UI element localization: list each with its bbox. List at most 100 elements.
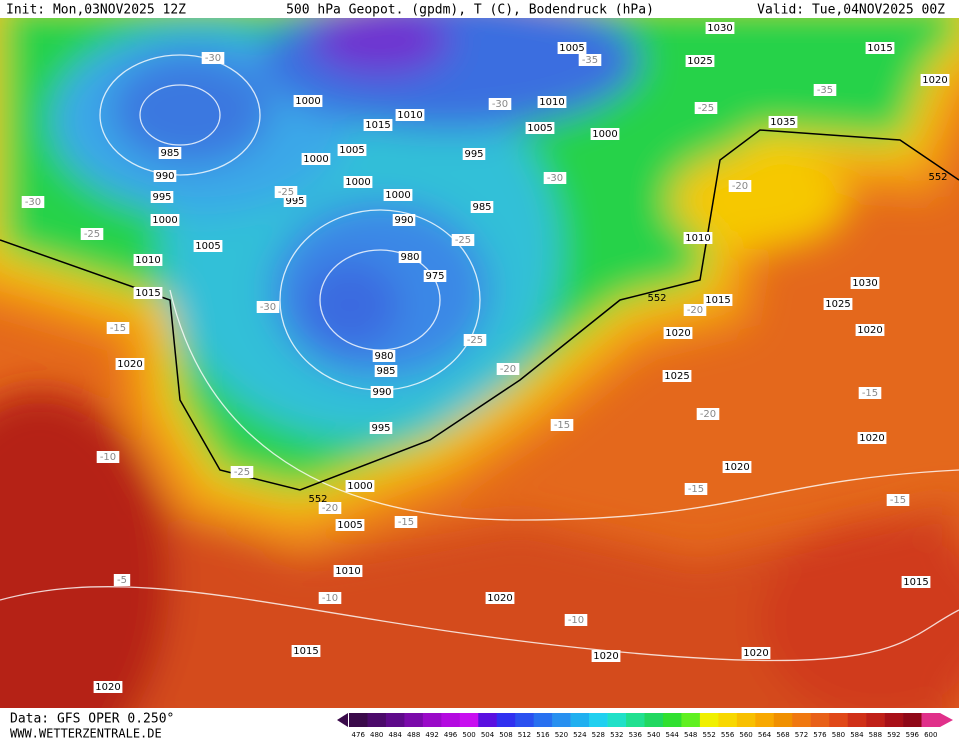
isobar-label: 1005 xyxy=(339,145,364,156)
isotherm-label: -20 xyxy=(322,503,338,514)
isobar-label: 975 xyxy=(425,271,444,282)
legend-swatch xyxy=(884,713,904,727)
isobar-label-box xyxy=(372,350,396,362)
isobar-label: 980 xyxy=(400,252,419,263)
isotherm-label: -20 xyxy=(700,409,716,420)
isobar-label: 1010 xyxy=(397,110,422,121)
isotherm-label-box xyxy=(694,102,718,114)
isobar-label-box xyxy=(93,681,123,693)
isobar-label-box xyxy=(662,370,692,382)
legend-swatch xyxy=(903,713,922,727)
isobar-label-box xyxy=(470,201,494,213)
isotherm-label: -15 xyxy=(688,484,704,495)
data-source: Data: GFS OPER 0.250° xyxy=(10,712,174,727)
legend-swatch xyxy=(829,713,848,727)
isobar-label-box xyxy=(485,592,515,604)
legend-label: 564 xyxy=(758,731,772,739)
isobar-label-box xyxy=(920,74,950,86)
legend-label: 576 xyxy=(813,731,827,739)
legend-label: 480 xyxy=(370,731,383,739)
isobar-label: 1020 xyxy=(857,325,882,336)
legend-swatch xyxy=(736,713,756,727)
isobar-label: 1020 xyxy=(117,359,142,370)
isobar-label-box xyxy=(703,294,733,306)
isobar-label: 1015 xyxy=(293,646,318,657)
isobar-label: 1010 xyxy=(135,255,160,266)
isobar-label-box xyxy=(855,324,885,336)
legend-label: 528 xyxy=(592,731,605,739)
legend-label: 516 xyxy=(536,731,550,739)
isotherm-label-box xyxy=(886,494,910,506)
isotherm-label: -30 xyxy=(260,302,276,313)
isobar-label: 995 xyxy=(285,196,304,207)
isotherm-label: -10 xyxy=(100,452,116,463)
isobar-label: 1005 xyxy=(527,123,552,134)
isobar-label-box xyxy=(557,42,587,54)
isobar-label: 995 xyxy=(371,423,390,434)
isotherm-label: -10 xyxy=(568,615,584,626)
isotherm-label-box xyxy=(318,502,342,514)
isobar-label: 1020 xyxy=(743,648,768,659)
isotherm-label-box xyxy=(318,592,342,604)
isotherm-label-box xyxy=(543,172,567,184)
legend-label: 504 xyxy=(481,731,495,739)
isobar-label-box xyxy=(865,42,895,54)
isobar-label-box xyxy=(683,232,713,244)
isotherm-label-box xyxy=(274,186,298,198)
isobar-label: 995 xyxy=(152,192,171,203)
geopotential-label: 552 xyxy=(928,172,947,183)
isotherm-label-box xyxy=(728,180,752,192)
isotherm-label-box xyxy=(696,408,720,420)
isotherm-label: -35 xyxy=(582,55,598,66)
isobar-label-box xyxy=(370,386,394,398)
legend-swatch xyxy=(367,713,387,727)
legend-swatch xyxy=(810,713,830,727)
isotherm-label: -30 xyxy=(205,53,221,64)
isobar-label-box xyxy=(374,365,398,377)
isotherm-label-box xyxy=(201,52,225,64)
isobar-label: 1000 xyxy=(152,215,177,226)
isobar-label: 1015 xyxy=(705,295,730,306)
legend-swatch xyxy=(644,713,664,727)
legend-swatch xyxy=(921,713,941,727)
isotherm-label: -20 xyxy=(732,181,748,192)
legend-label: 556 xyxy=(721,731,735,739)
legend-label: 536 xyxy=(629,731,643,739)
isotherm-label-box xyxy=(550,419,574,431)
legend-swatch xyxy=(773,713,793,727)
website: WWW.WETTERZENTRALE.DE xyxy=(10,727,162,741)
isotherm-label: -15 xyxy=(398,517,414,528)
isobar-label-box xyxy=(369,422,393,434)
legend-label: 560 xyxy=(739,731,752,739)
legend-label: 500 xyxy=(462,731,475,739)
isobar-label: 1020 xyxy=(922,75,947,86)
isobar-label-box xyxy=(525,122,555,134)
isobar-label-box xyxy=(150,214,180,226)
isobar-label-box xyxy=(850,277,880,289)
isotherm-label: -15 xyxy=(890,495,906,506)
legend-label: 600 xyxy=(924,731,937,739)
valid-time: Valid: Tue,04NOV2025 00Z xyxy=(757,3,945,18)
isotherm-label: -20 xyxy=(500,364,516,375)
legend-label: 540 xyxy=(647,731,660,739)
legend-swatch xyxy=(349,713,368,727)
legend-label: 572 xyxy=(795,731,808,739)
isotherm-label-box xyxy=(106,322,130,334)
legend-label: 548 xyxy=(684,731,697,739)
isobar-label: 1010 xyxy=(685,233,710,244)
legend-arrow xyxy=(337,713,348,727)
isotherm-label-box xyxy=(394,516,418,528)
legend-label: 532 xyxy=(610,731,623,739)
legend-label: 488 xyxy=(407,731,420,739)
isotherm-label-box xyxy=(564,614,588,626)
isobar-label-box xyxy=(722,461,752,473)
legend-label: 584 xyxy=(850,731,864,739)
isobar-label-box xyxy=(423,270,447,282)
isotherm-label-box xyxy=(578,54,602,66)
isobar-label: 1015 xyxy=(135,288,160,299)
legend-label: 596 xyxy=(906,731,920,739)
isotherm-label-box xyxy=(858,387,882,399)
isobar-label: 1030 xyxy=(707,23,732,34)
isobar-label: 1010 xyxy=(539,97,564,108)
isobar-label: 1025 xyxy=(687,56,712,67)
